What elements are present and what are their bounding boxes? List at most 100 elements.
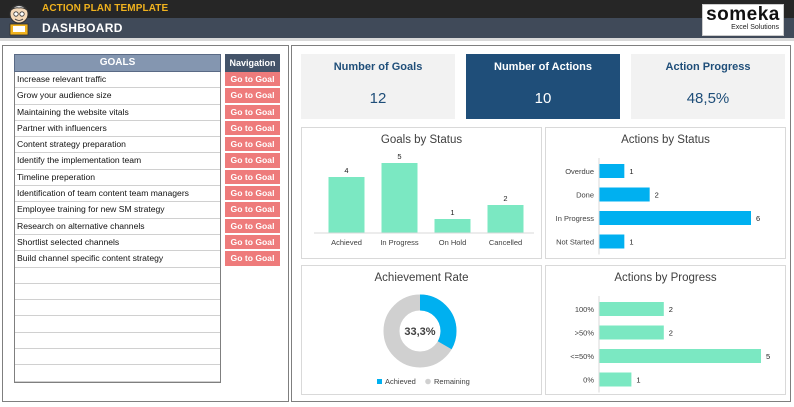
bar-2 [599,349,761,363]
navigation-list: Go to Goal Go to Goal Go to Goal Go to Goal… [225,72,280,268]
category-label: In Progress [380,238,419,247]
goal-row [15,268,220,284]
actions-by-progress-chart: Actions by Progress 100% 2 >50% 2 <=50% 5 0% 1 [545,265,786,395]
chart-title: Goals by Status [380,134,463,146]
category-label: 0% [583,376,594,385]
bar-3 [599,372,632,387]
goals-panel: GOALS Navigation Increase relevant traff… [2,45,289,402]
dashboard-bar [0,18,794,38]
legend-swatch-achieved [377,379,382,384]
actions-by-status-svg: Overdue 1 Done 2 In Progress 6 Not Started 1 [556,158,760,255]
category-label: <=50% [570,352,594,361]
go-to-goal-button[interactable]: Go to Goal [225,251,280,266]
bar-1 [599,325,664,340]
go-to-goal-button[interactable]: Go to Goal [225,218,280,233]
goal-row [15,284,220,301]
category-label: 100% [575,305,595,314]
brand-name: someka [706,4,780,25]
kpi-value: 48,5% [686,90,730,107]
goal-row [15,300,220,317]
goals-by-status-svg: 4 Achieved 5 In Progress 1 On Hold 2 Cancelled [314,152,534,247]
category-label: Achieved [331,238,362,247]
data-label: 2 [655,191,659,200]
chart-title: Actions by Progress [614,272,717,284]
data-label: 4 [344,166,348,175]
bar-1 [599,187,650,202]
go-to-goal-button[interactable]: Go to Goal [225,234,280,250]
data-label: 2 [669,329,673,338]
page-title: DASHBOARD [42,21,123,35]
navigation-header: Navigation [225,54,280,72]
category-label: Overdue [565,167,594,176]
bar-3 [599,234,625,249]
data-label: 5 [766,352,770,361]
bar-cancelled [487,205,524,233]
category-label: In Progress [556,214,595,223]
brand-subtitle: Excel Solutions [731,24,779,31]
chart-title: Achievement Rate [374,272,469,284]
category-label: On Hold [439,238,467,247]
goal-row: Grow your audience size [15,88,220,105]
bar-0 [599,302,664,316]
bar-in-progress [381,163,418,233]
category-label: Done [576,191,594,200]
bar-0 [599,164,625,178]
goal-row [15,333,220,350]
data-label: 6 [756,214,760,223]
center-label: 33,3% [404,326,435,338]
go-to-goal-button[interactable]: Go to Goal [225,88,280,103]
data-label: 2 [503,194,507,203]
go-to-goal-button[interactable]: Go to Goal [225,104,280,119]
goal-row: Increase relevant traffic [15,72,220,89]
category-label: >50% [575,329,595,338]
goal-row: Research on alternative channels [15,219,220,235]
brand-logo[interactable]: someka Excel Solutions [702,4,784,36]
kpi-action-progress: Action Progress 48,5% [631,54,785,119]
goal-row: Build channel specific content strategy [15,251,220,268]
go-to-goal-button[interactable]: Go to Goal [225,137,280,152]
category-label: Not Started [556,238,594,247]
data-label: 5 [397,152,401,161]
achievement-rate-svg: 33,3% Achieved Remaining [377,294,470,386]
data-label: 1 [629,167,633,176]
goal-row: Content strategy preparation [15,137,220,154]
kpi-label: Action Progress [665,61,751,73]
kpi-number-of-goals: Number of Goals 12 [301,54,455,119]
app-title: ACTION PLAN TEMPLATE [42,3,169,14]
go-to-goal-button[interactable]: Go to Goal [225,153,280,168]
bar-achieved [328,177,365,233]
kpi-number-of-actions: Number of Actions 10 [466,54,620,119]
charts-panel: Number of Goals 12 Number of Actions 10 … [291,45,791,402]
actions-by-status-chart: Actions by Status Overdue 1 Done 2 In Progre… [545,127,786,259]
legend-label: Remaining [434,377,470,386]
achievement-rate-chart: Achievement Rate 33,3% Achieved Remaining [301,265,542,395]
data-label: 1 [636,376,640,385]
kpi-label: Number of Actions [494,61,592,73]
goal-row: Identification of team content team mana… [15,186,220,203]
goal-row: Maintaining the website vitals [15,105,220,121]
slice-achieved [383,294,457,368]
bar-2 [599,211,751,225]
chart-title: Actions by Status [621,134,710,146]
actions-by-progress-svg: 100% 2 >50% 2 <=50% 5 0% 1 [570,296,770,393]
title-bar [0,0,794,18]
kpi-value: 12 [369,90,387,107]
goals-by-status-chart: Goals by Status 4 Achieved 5 In Progress 1 On… [301,127,542,259]
goal-row: Partner with influencers [15,121,220,138]
goal-row: Identify the implementation team [15,153,220,170]
data-label: 1 [629,238,633,247]
legend-label: Achieved [385,377,416,386]
go-to-goal-button[interactable]: Go to Goal [225,120,280,136]
bar-on-hold [434,219,471,233]
goal-row: Employee training for new SM strategy [15,202,220,219]
data-label: 1 [450,208,454,217]
goal-row [15,365,220,382]
data-label: 2 [669,305,673,314]
go-to-goal-button[interactable]: Go to Goal [225,72,280,87]
go-to-goal-button[interactable]: Go to Goal [225,186,280,201]
goal-row [15,316,220,333]
go-to-goal-button[interactable]: Go to Goal [225,202,280,217]
kpi-label: Number of Goals [333,61,423,73]
kpi-value: 10 [534,90,552,107]
go-to-goal-button[interactable]: Go to Goal [225,169,280,185]
